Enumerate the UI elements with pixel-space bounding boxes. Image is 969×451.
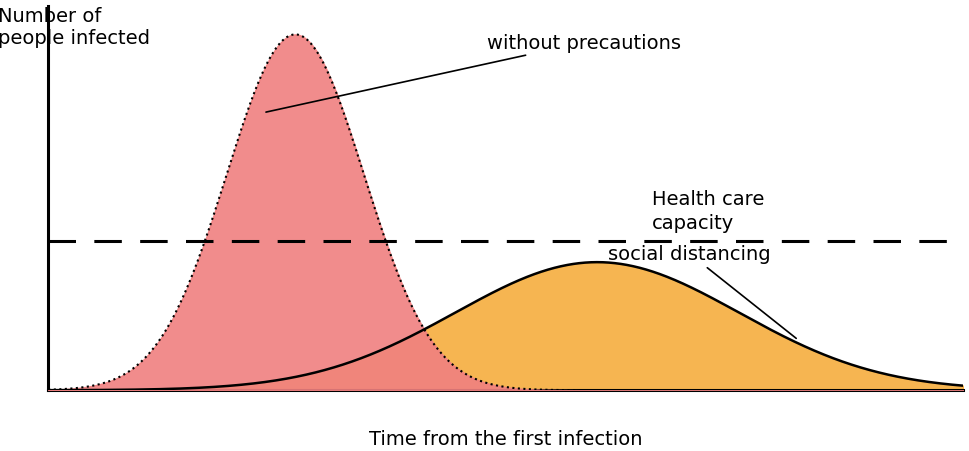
Text: without precautions: without precautions xyxy=(266,34,680,113)
Text: Time from the first infection: Time from the first infection xyxy=(368,429,641,448)
Text: Health care
capacity: Health care capacity xyxy=(651,190,764,232)
Text: social distancing: social distancing xyxy=(608,245,796,339)
Text: Number of
people infected: Number of people infected xyxy=(0,7,150,48)
